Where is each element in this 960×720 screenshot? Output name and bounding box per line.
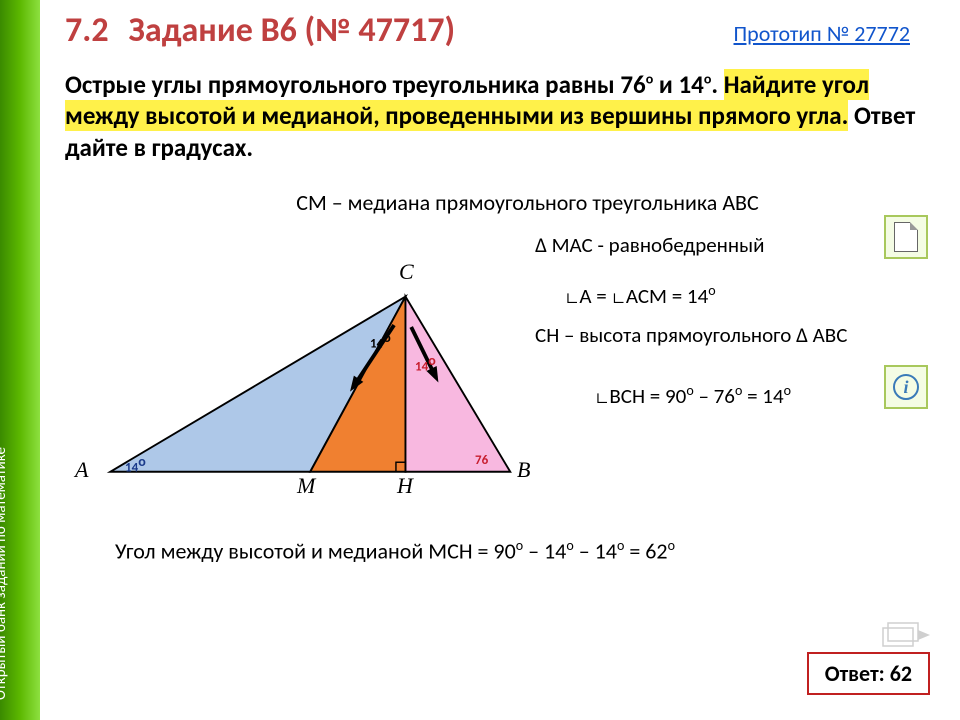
info-icon-inner: i	[893, 374, 919, 400]
document-icon-inner	[894, 222, 918, 252]
vertex-h: H	[397, 473, 413, 499]
document-icon[interactable]	[884, 215, 928, 259]
triangle-diagram: A B C M H 14о 14о 14о 76	[95, 287, 535, 487]
info-icon[interactable]: i	[884, 365, 928, 409]
angle-a-label: 14о	[125, 453, 146, 475]
solution-line-6: Угол между высотой и медианой MCH = 90о …	[115, 537, 940, 564]
slide-content: 7.2 Задание B6 (№ 47717) Прототип № 2777…	[40, 0, 960, 720]
triangle-svg	[95, 287, 535, 487]
answer-box: Ответ: 62	[807, 652, 930, 695]
vertex-c: C	[399, 259, 414, 285]
solution-line-3: ∟A = ∟ACM = 14о	[565, 282, 960, 309]
vertex-a: A	[75, 457, 88, 483]
problem-p2: и 14	[653, 69, 704, 100]
angle-acm-label: 14о	[370, 329, 391, 351]
prototype-link[interactable]: Прототип № 27772	[734, 20, 911, 47]
vertex-b: B	[517, 457, 530, 483]
solution-line-1: CM – медиана прямоугольного треугольника…	[296, 189, 759, 216]
problem-p1: Острые углы прямоугольного треугольника …	[65, 69, 646, 100]
problem-text: Острые углы прямоугольного треугольника …	[65, 69, 940, 163]
solution-line-4: CH – высота прямоугольного ∆ ABC	[535, 322, 960, 348]
section-number: 7.2	[65, 10, 109, 51]
sidebar: Открытый банк заданий по математике	[0, 0, 40, 720]
angle-b-label: 76	[475, 453, 488, 468]
sidebar-title: Открытый банк заданий по математике	[0, 447, 10, 700]
tri-chb	[405, 296, 510, 471]
vertex-m: M	[297, 473, 315, 499]
problem-p3: .	[711, 69, 723, 100]
angle-hcb-label: 14о	[415, 352, 436, 374]
diagram-area: ∆ MAC - равнобедренный ∟A = ∟ACM = 14о C…	[65, 227, 940, 507]
task-title: Задание B6 (№ 47717)	[129, 10, 456, 51]
title-row: 7.2 Задание B6 (№ 47717) Прототип № 2777…	[65, 10, 940, 51]
nav-forward-icon[interactable]	[882, 620, 930, 650]
